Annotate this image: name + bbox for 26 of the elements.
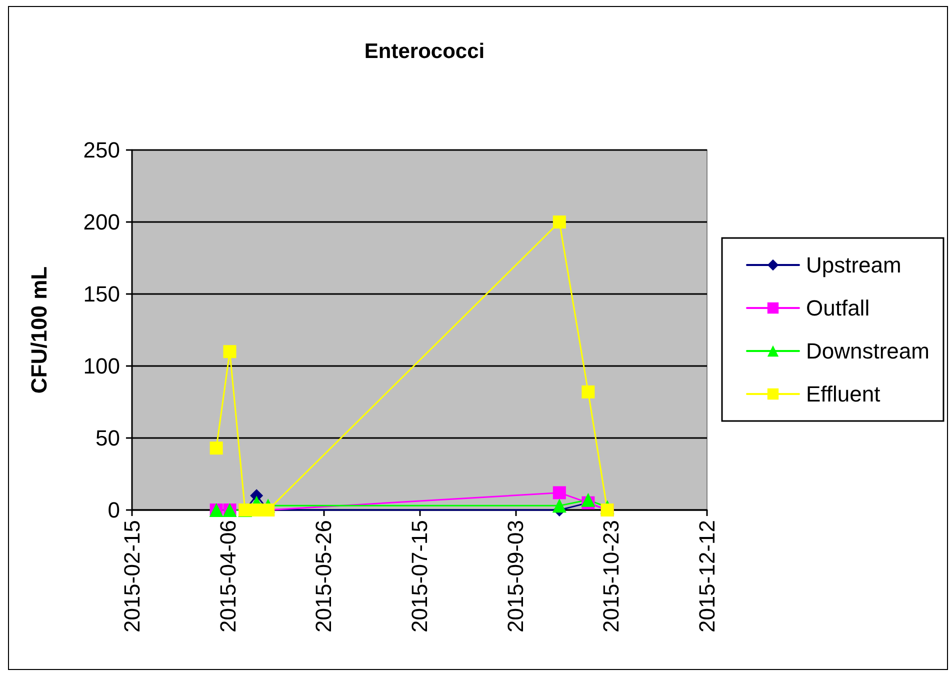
legend-label: Effluent	[806, 382, 880, 406]
x-tick-label: 2015-10-23	[598, 520, 624, 633]
y-tick-label: 250	[83, 138, 120, 162]
x-tick-label: 2015-04-06	[215, 520, 240, 633]
x-tick-label: 2015-05-26	[311, 520, 336, 633]
legend-label: Outfall	[806, 296, 870, 320]
point	[582, 385, 595, 398]
legend-label: Upstream	[806, 252, 902, 278]
legend-label: Downstream	[806, 338, 930, 364]
y-tick-label: 50	[96, 426, 120, 450]
x-tick-label: 2015-12-12	[694, 520, 720, 633]
y-tick-label: 150	[83, 282, 120, 306]
point	[581, 492, 596, 507]
chart-title: Enterococci	[364, 40, 485, 63]
point	[552, 486, 566, 500]
y-tick-label: 200	[83, 210, 120, 234]
y-axis-title: CFU/100 mL	[26, 266, 52, 394]
y-tick-label: 0	[108, 498, 120, 522]
point	[552, 216, 566, 228]
point	[552, 498, 566, 513]
x-tick-label: 2015-09-03	[502, 520, 528, 633]
x-tick-label: 2015-02-15	[120, 520, 144, 633]
point	[210, 442, 223, 455]
y-tick-label: 100	[83, 354, 120, 378]
x-tick-label: 2015-07-15	[407, 520, 432, 633]
point	[223, 345, 236, 358]
